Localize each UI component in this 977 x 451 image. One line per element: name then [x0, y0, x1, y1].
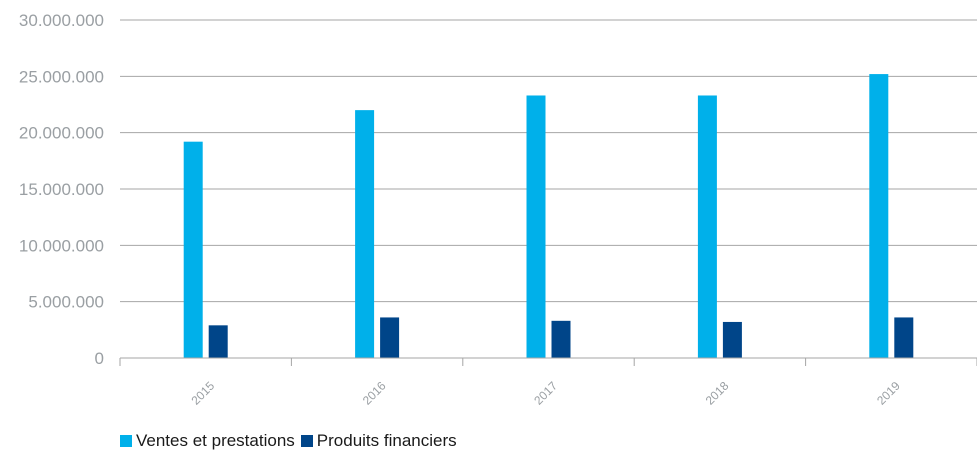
legend-item-ventes: Ventes et prestations	[120, 431, 295, 451]
bar-produits-2017	[551, 320, 571, 358]
y-tick-label: 20.000.000	[19, 124, 104, 143]
y-tick-label: 25.000.000	[19, 67, 104, 86]
y-tick-label: 5.000.000	[28, 293, 104, 312]
legend-label-produits: Produits financiers	[316, 431, 457, 450]
legend-label-ventes: Ventes et prestations	[136, 431, 295, 450]
x-tick-label: 2019	[874, 379, 903, 408]
bar-ventes-2017	[526, 95, 546, 358]
legend-swatch-ventes	[120, 435, 132, 447]
bar-produits-2018	[722, 321, 742, 358]
y-tick-label: 30.000.000	[19, 11, 104, 30]
y-tick-label: 0	[95, 349, 104, 368]
x-tick-label: 2018	[703, 379, 732, 408]
x-tick-label: 2017	[531, 379, 560, 408]
bar-ventes-2018	[697, 95, 717, 358]
legend-item-produits: Produits financiers	[300, 431, 457, 451]
gridlines	[120, 19, 977, 303]
y-tick-label: 10.000.000	[19, 236, 104, 255]
bar-produits-2019	[894, 317, 914, 358]
x-axis	[119, 357, 977, 366]
bars	[183, 74, 914, 358]
bar-ventes-2016	[355, 110, 375, 358]
y-axis-ticks: 0 5.000.000 10.000.000 15.000.000 20.000.000…	[19, 11, 104, 368]
legend-swatch-produits	[300, 435, 313, 447]
bar-produits-2016	[380, 317, 400, 358]
bar-produits-2015	[208, 325, 228, 358]
bar-ventes-2015	[183, 141, 203, 358]
x-tick-label: 2016	[360, 379, 389, 408]
x-axis-ticks: 2015 2016 2017 2018 2019	[188, 379, 903, 408]
legend: Ventes et prestations Produits financier…	[120, 431, 463, 451]
x-tick-label: 2015	[188, 379, 217, 408]
y-tick-label: 15.000.000	[19, 180, 104, 199]
bar-ventes-2019	[869, 74, 889, 358]
